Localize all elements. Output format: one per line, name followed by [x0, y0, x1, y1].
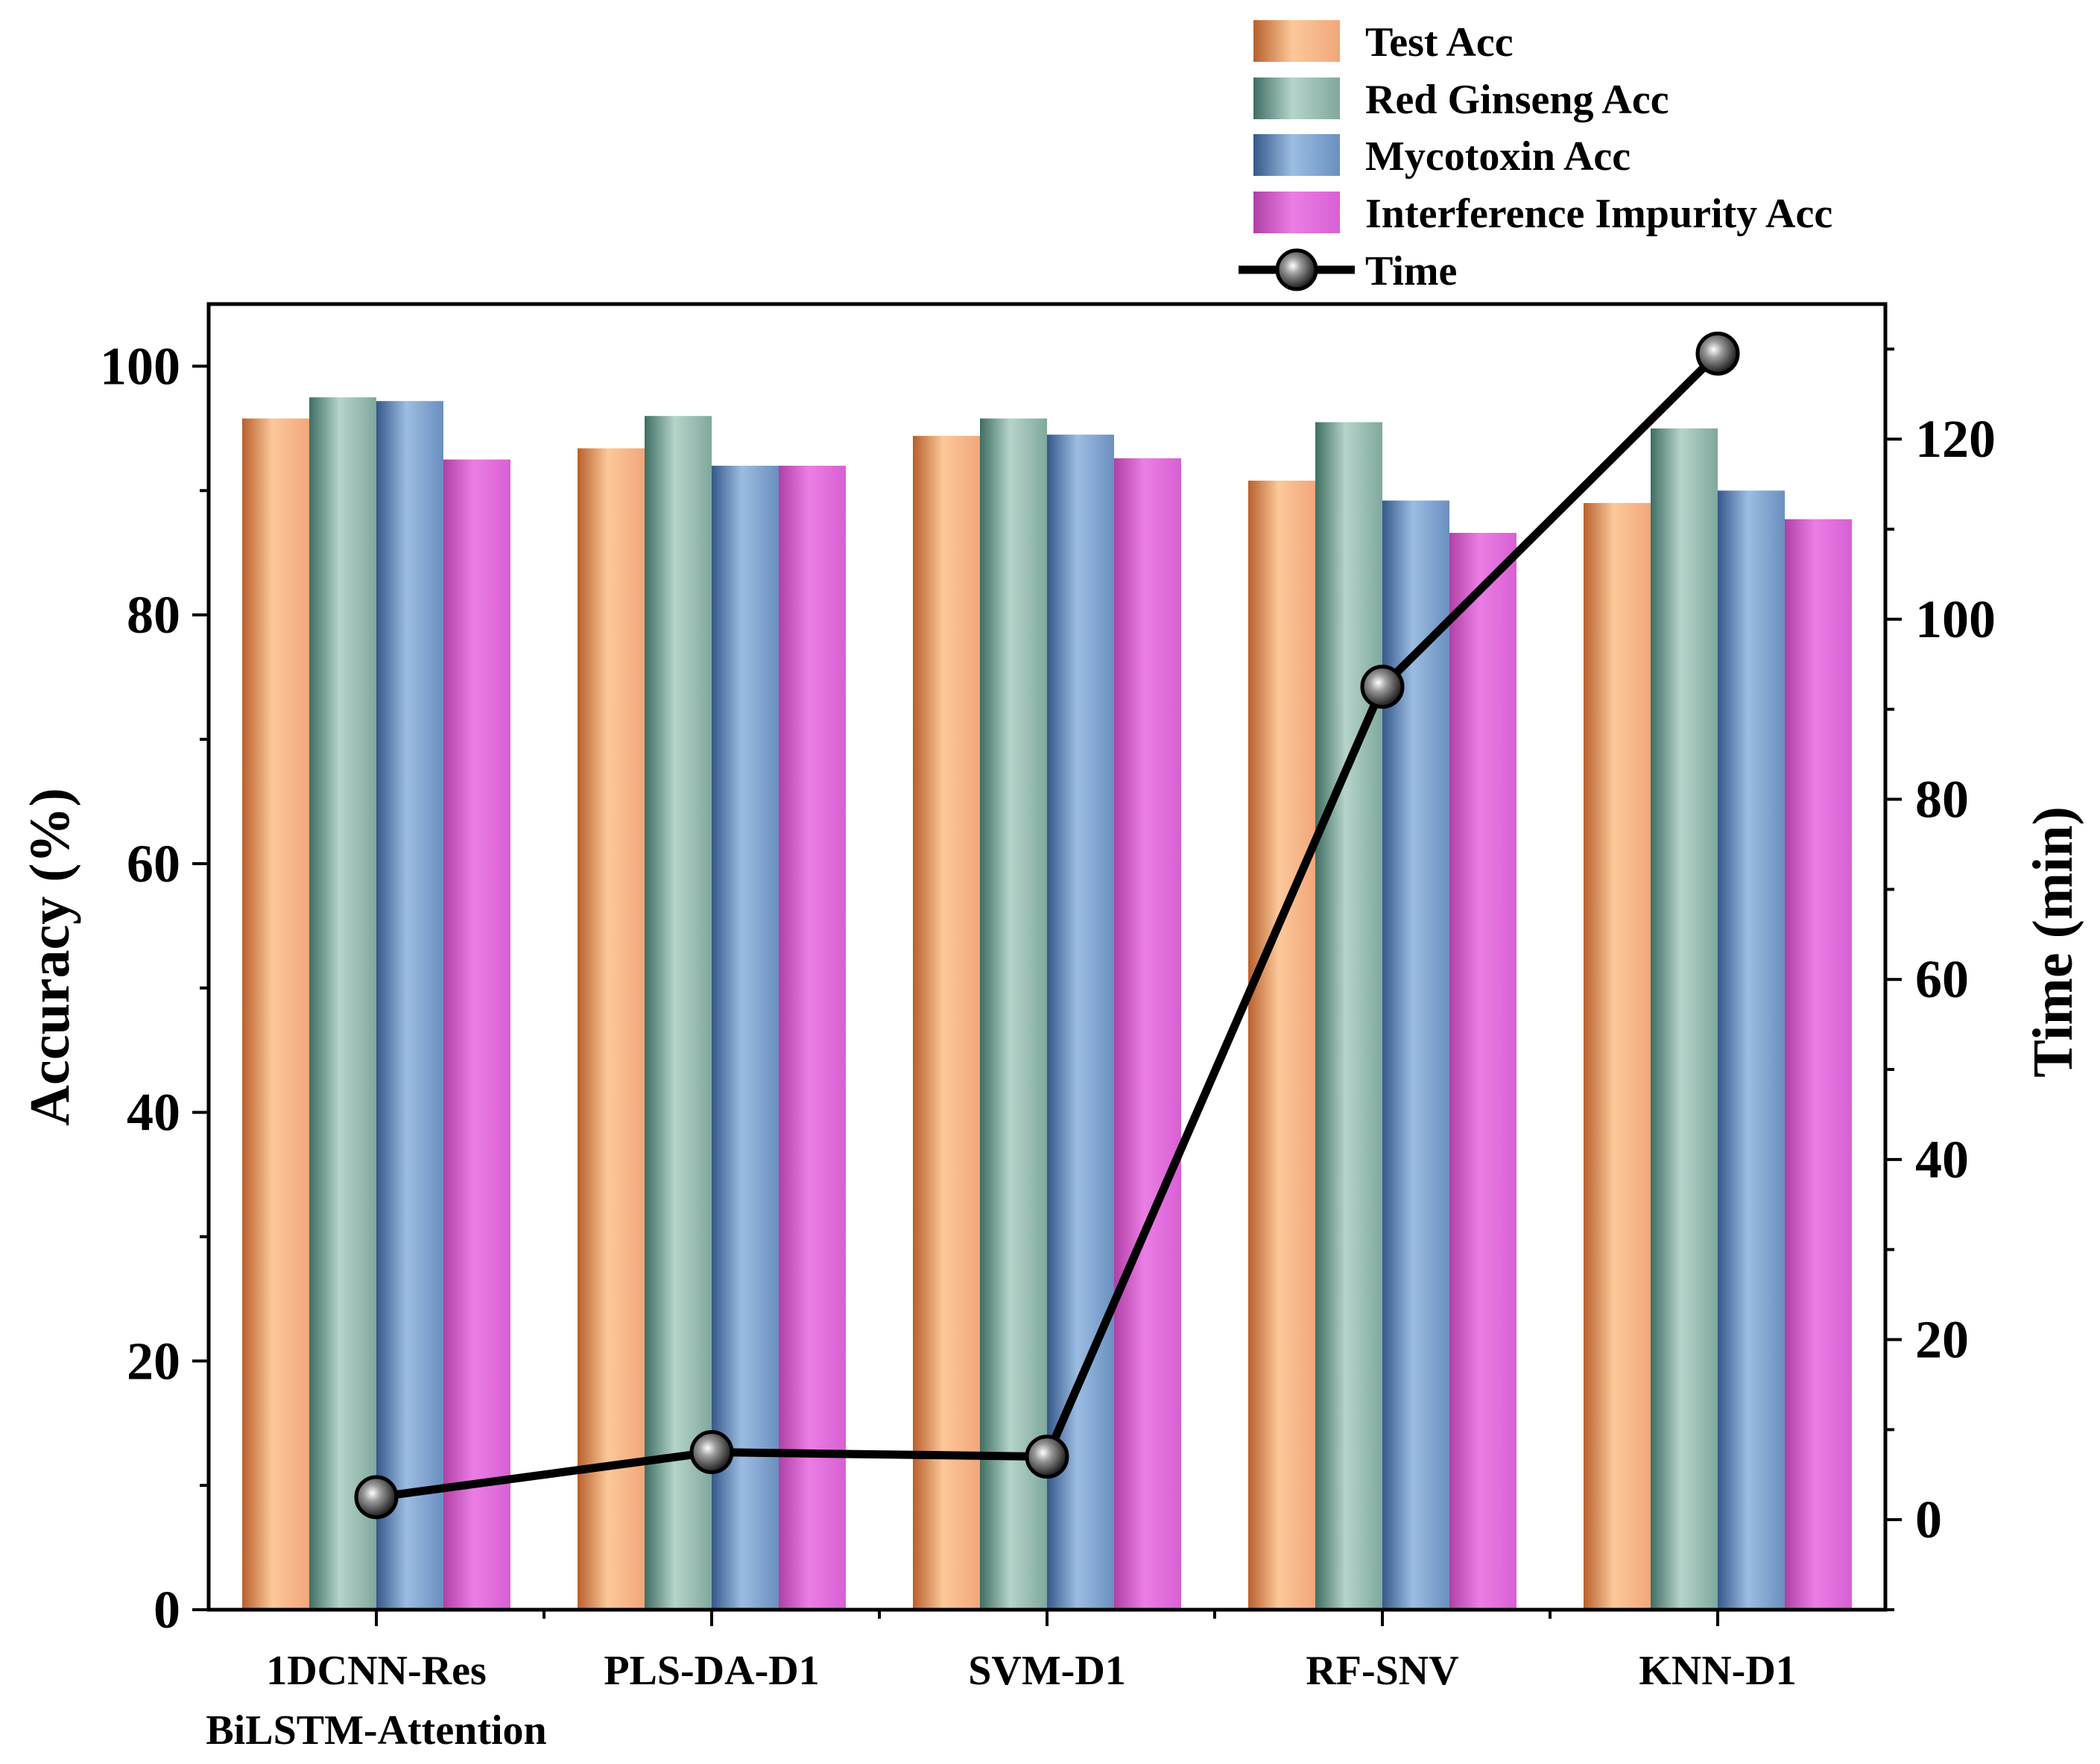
bar-test-acc-4 — [1584, 502, 1651, 1610]
x-category-label: KNN-D1 — [1639, 1648, 1797, 1694]
bar-interference-impurity-acc-2 — [1114, 458, 1181, 1610]
y2-tick-label: 60 — [1915, 949, 1969, 1009]
y-tick-label: 80 — [127, 585, 180, 645]
time-marker-4 — [1695, 331, 1740, 376]
bar-interference-impurity-acc-4 — [1785, 519, 1852, 1610]
y2-tick-label: 40 — [1915, 1130, 1969, 1189]
y2-tick-label: 120 — [1915, 409, 1996, 469]
y2-tick-label: 0 — [1915, 1490, 1942, 1549]
x-category-label: 1DCNN-Res — [266, 1648, 487, 1694]
x-category-label: RF-SNV — [1306, 1648, 1458, 1694]
bar-red-ginseng-acc-0 — [309, 397, 376, 1610]
legend-label-0: Test Acc — [1365, 19, 1514, 66]
y-tick-label: 20 — [127, 1331, 180, 1391]
time-marker-3 — [1360, 665, 1405, 709]
legend-swatch-3 — [1253, 192, 1340, 233]
y-tick-label: 0 — [154, 1580, 180, 1640]
bar-red-ginseng-acc-2 — [980, 418, 1047, 1610]
bar-test-acc-0 — [242, 418, 309, 1610]
time-marker-0 — [354, 1475, 399, 1520]
bars-layer — [242, 397, 1852, 1610]
axes-layer: 0 20 40 60 80 100 0 20 40 60 80 100 120 1DCNN-Res BiLS… — [19, 336, 2084, 1754]
y-axis-title: Accuracy (%) — [19, 788, 81, 1126]
legend-marker — [1275, 248, 1318, 291]
legend-swatch-0 — [1253, 20, 1340, 62]
bar-red-ginseng-acc-3 — [1315, 422, 1382, 1610]
bar-interference-impurity-acc-1 — [779, 465, 846, 1610]
legend-label-4: Time — [1365, 248, 1457, 294]
bar-mycotoxin-acc-1 — [712, 465, 779, 1610]
time-marker-1 — [689, 1430, 734, 1475]
legend-swatch-2 — [1253, 134, 1340, 176]
bar-mycotoxin-acc-3 — [1382, 500, 1449, 1610]
bar-interference-impurity-acc-0 — [443, 459, 510, 1610]
x-category-label: BiLSTM-Attention — [206, 1707, 546, 1754]
y-tick-label: 100 — [100, 336, 180, 396]
legend-swatch-1 — [1253, 78, 1340, 119]
bar-red-ginseng-acc-1 — [645, 416, 712, 1610]
bar-test-acc-2 — [913, 435, 980, 1610]
bar-interference-impurity-acc-3 — [1449, 533, 1517, 1610]
bar-mycotoxin-acc-0 — [376, 401, 443, 1610]
time-marker-2 — [1025, 1435, 1069, 1479]
y-tick-label: 60 — [127, 834, 180, 894]
bar-test-acc-3 — [1248, 480, 1315, 1610]
y-tick-label: 40 — [127, 1083, 180, 1142]
legend-label-3: Interference Impurity Acc — [1365, 191, 1832, 237]
bar-red-ginseng-acc-4 — [1651, 428, 1718, 1610]
y2-tick-label: 80 — [1915, 770, 1969, 829]
x-category-label: PLS-DA-D1 — [604, 1648, 819, 1694]
bar-mycotoxin-acc-2 — [1047, 434, 1114, 1610]
bar-mycotoxin-acc-4 — [1718, 490, 1785, 1610]
y2-tick-label: 100 — [1915, 589, 1996, 649]
y2-tick-label: 20 — [1915, 1310, 1969, 1370]
legend: Test Acc Red Ginseng Acc Mycotoxin Acc Inte… — [1239, 19, 1832, 294]
bar-test-acc-1 — [578, 448, 645, 1610]
x-category-label: SVM-D1 — [968, 1648, 1126, 1694]
legend-label-1: Red Ginseng Acc — [1365, 77, 1669, 123]
time-line-layer — [354, 331, 1740, 1520]
y2-axis-title: Time (min) — [2022, 806, 2084, 1078]
legend-label-2: Mycotoxin Acc — [1365, 133, 1631, 180]
